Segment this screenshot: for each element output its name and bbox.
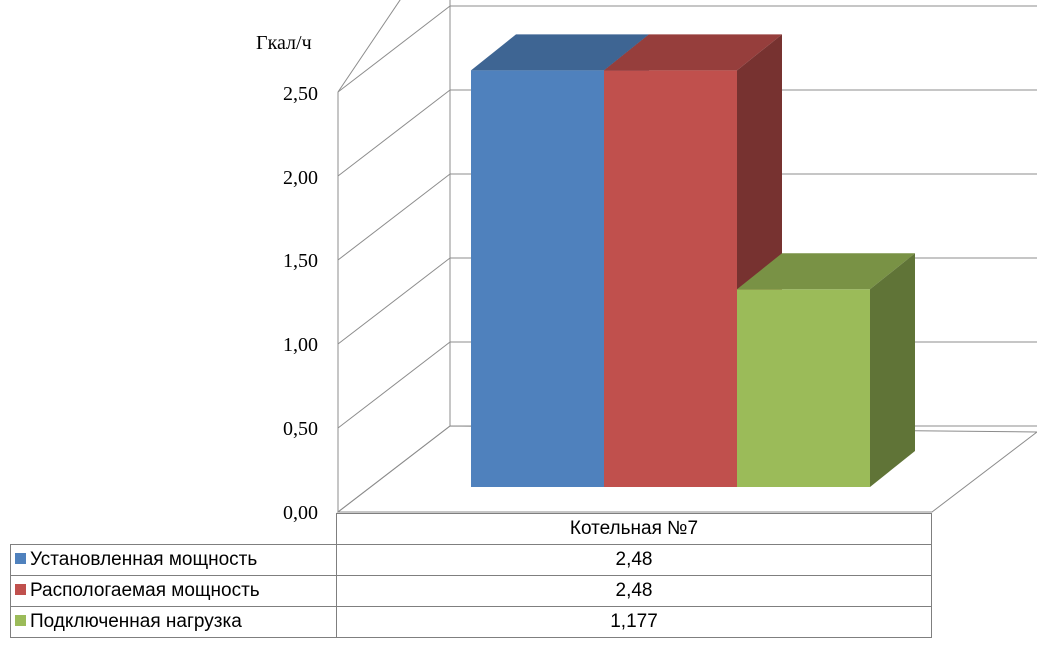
bar-front <box>737 289 870 487</box>
data-value: 2,48 <box>336 544 932 576</box>
side-wall-gridline <box>337 257 451 345</box>
side-wall-gridline <box>337 5 451 93</box>
floor-plane <box>336 425 1037 513</box>
y-tick-label: 2,50 <box>283 83 318 105</box>
side-wall-gridline <box>337 89 451 177</box>
data-table-row: Установленная мощность 2,48 <box>10 544 932 576</box>
bar-front <box>604 70 737 488</box>
legend-key-blue-icon <box>15 553 26 564</box>
bar-top <box>737 253 915 290</box>
y-tick-label: 0,00 <box>283 502 318 524</box>
y-axis-unit-label: Гкал/ч <box>256 32 312 54</box>
data-value: 1,177 <box>336 606 932 638</box>
y-tick-label: 1,50 <box>283 250 318 272</box>
side-wall-gridline <box>337 173 451 261</box>
legend-key-red-icon <box>15 584 26 595</box>
series-name: Распологаемая мощность <box>30 580 260 601</box>
data-table-row: Подключенная нагрузка 1,177 <box>10 606 932 638</box>
y-tick-label: 0,50 <box>283 418 318 440</box>
bar-top <box>604 34 782 71</box>
bar-top <box>471 34 649 71</box>
data-table-row: Распологаемая мощность 2,48 <box>10 575 932 607</box>
series-name: Установленная мощность <box>30 549 258 570</box>
bar-front <box>471 70 604 488</box>
bar-side <box>870 253 915 487</box>
side-wall-gridline <box>337 341 451 429</box>
chart-data-table: Котельная №7 Установленная мощность 2,48… <box>10 513 932 638</box>
series-name: Подключенная нагрузка <box>30 611 242 632</box>
y-tick-label: 2,00 <box>283 167 318 189</box>
legend-key-green-icon <box>15 615 26 626</box>
side-wall-top-edge <box>337 0 401 93</box>
data-table-header-row: Котельная №7 <box>11 513 932 545</box>
data-value: 2,48 <box>336 575 932 607</box>
category-label: Котельная №7 <box>336 513 932 545</box>
y-tick-label: 1,00 <box>283 334 318 356</box>
